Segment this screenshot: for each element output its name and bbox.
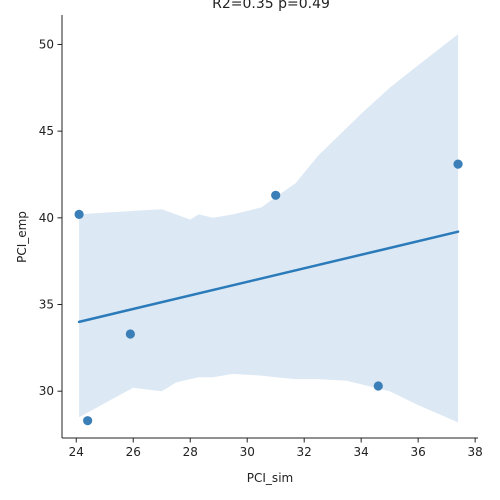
data-point-1: [74, 209, 84, 219]
x-tick-label: 32: [297, 445, 312, 459]
y-axis-title: PCI_emp: [15, 211, 29, 263]
confidence-band-layer: [79, 34, 459, 423]
y-tick-label: 30: [39, 384, 54, 398]
y-tick-label: 40: [39, 211, 54, 225]
data-point-6: [453, 159, 463, 169]
x-tick-label: 24: [69, 445, 84, 459]
x-tick-label: 34: [354, 445, 369, 459]
chart-title: R2=0.35 p=0.49: [212, 0, 330, 12]
x-tick-label: 26: [126, 445, 141, 459]
scatter-points-layer: [74, 159, 463, 426]
data-point-2: [83, 416, 93, 426]
y-tick-label: 45: [39, 124, 54, 138]
data-point-3: [125, 329, 135, 339]
data-point-5: [373, 381, 383, 391]
x-tick-label: 36: [411, 445, 426, 459]
data-point-4: [271, 190, 281, 200]
x-axis-title: PCI_sim: [247, 471, 293, 485]
regression-line-layer: [77, 230, 460, 324]
y-tick-label: 50: [39, 37, 54, 51]
x-axis-ticks: 24 26 28 30 32 34 36 38: [69, 438, 483, 459]
y-axis-ticks: 30 35 40 45 50: [39, 37, 62, 398]
x-tick-label: 28: [183, 445, 198, 459]
x-tick-label: 38: [468, 445, 483, 459]
x-tick-label: 30: [240, 445, 255, 459]
regression-line: [77, 230, 460, 324]
confidence-band: [79, 34, 459, 423]
y-tick-label: 35: [39, 298, 54, 312]
